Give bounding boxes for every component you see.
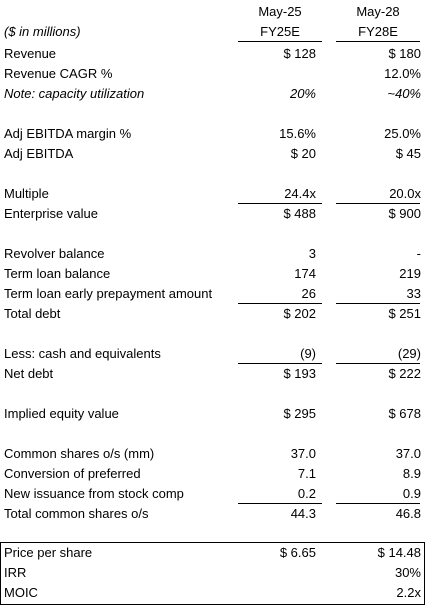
row-price-per-share: Price per share $ 6.65 $ 14.48 bbox=[0, 543, 425, 563]
fy25-value: $ 6.65 bbox=[279, 545, 316, 560]
row-adj-ebitda: Adj EBITDA $ 20 $ 45 bbox=[0, 144, 425, 164]
row-new-issuance: New issuance from stock comp 0.2 0.9 bbox=[0, 484, 425, 504]
fy25-value: $ 20 bbox=[290, 146, 316, 161]
fy25-value: 37.0 bbox=[290, 446, 316, 461]
fy25-value: $ 202 bbox=[283, 306, 316, 321]
issuance-underline-fy25 bbox=[238, 503, 322, 504]
row-label: MOIC bbox=[4, 585, 38, 600]
row-multiple: Multiple 24.4x 20.0x bbox=[0, 184, 425, 204]
row-revenue: Revenue $ 128 $ 180 bbox=[0, 44, 425, 64]
row-label: Adj EBITDA margin % bbox=[4, 126, 132, 141]
fy28-value: $ 222 bbox=[388, 366, 421, 381]
col1-header-underline bbox=[238, 41, 322, 42]
fy28-value: ~40% bbox=[387, 86, 421, 101]
fy28-value: (29) bbox=[397, 346, 421, 361]
fy28-value: 0.9 bbox=[402, 486, 421, 501]
row-capacity-note: Note: capacity utilization 20% ~40% bbox=[0, 84, 425, 104]
fy28-value: $ 180 bbox=[388, 46, 421, 61]
row-label: Net debt bbox=[4, 366, 54, 381]
multiple-underline-fy28 bbox=[336, 203, 420, 204]
row-label: Total common shares o/s bbox=[4, 506, 149, 521]
cash-underline-fy25 bbox=[238, 363, 322, 364]
row-label: Implied equity value bbox=[4, 406, 119, 421]
fy25-value: 174 bbox=[294, 266, 316, 281]
col1-label: FY25E bbox=[260, 24, 300, 39]
fy25-value: $ 295 bbox=[283, 406, 316, 421]
fy28-value: $ 251 bbox=[388, 306, 421, 321]
fy28-value: - bbox=[416, 246, 421, 261]
row-label: Revenue bbox=[4, 46, 57, 61]
row-label: Term loan early prepayment amount bbox=[4, 286, 213, 301]
fy25-value: $ 193 bbox=[283, 366, 316, 381]
col2-label: FY28E bbox=[358, 24, 398, 39]
row-label: Enterprise value bbox=[4, 206, 98, 221]
header-row-labels: ($ in millions) FY25E FY28E bbox=[0, 22, 425, 42]
fy28-value: 2.2x bbox=[396, 585, 421, 600]
fy25-value: 26 bbox=[301, 286, 316, 301]
row-total-debt: Total debt $ 202 $ 251 bbox=[0, 304, 425, 324]
fy25-value: 7.1 bbox=[297, 466, 316, 481]
row-label: Conversion of preferred bbox=[4, 466, 141, 481]
row-enterprise-value: Enterprise value $ 488 $ 900 bbox=[0, 204, 425, 224]
row-label: Note: capacity utilization bbox=[4, 86, 145, 101]
row-label: Revolver balance bbox=[4, 246, 105, 261]
fy28-value: 219 bbox=[399, 266, 421, 281]
row-term-loan: Term loan balance 174 219 bbox=[0, 264, 425, 284]
fy25-value: 44.3 bbox=[290, 506, 316, 521]
row-cash: Less: cash and equivalents (9) (29) bbox=[0, 344, 425, 364]
row-irr: IRR 30% bbox=[0, 563, 425, 583]
row-revolver: Revolver balance 3 - bbox=[0, 244, 425, 264]
row-label: Term loan balance bbox=[4, 266, 111, 281]
row-label: Common shares o/s (mm) bbox=[4, 446, 155, 461]
fy25-value: $ 488 bbox=[283, 206, 316, 221]
fy28-value: $ 678 bbox=[388, 406, 421, 421]
fy28-value: 33 bbox=[406, 286, 421, 301]
row-label: IRR bbox=[4, 565, 27, 580]
fy25-value: 20% bbox=[289, 86, 316, 101]
multiple-underline-fy25 bbox=[238, 203, 322, 204]
fy28-value: 12.0% bbox=[384, 66, 421, 81]
row-label: Revenue CAGR % bbox=[4, 66, 113, 81]
row-label: Total debt bbox=[4, 306, 61, 321]
row-label: Adj EBITDA bbox=[4, 146, 74, 161]
row-ebitda-margin: Adj EBITDA margin % 15.6% 25.0% bbox=[0, 124, 425, 144]
fy25-value: 0.2 bbox=[297, 486, 316, 501]
fy25-value: 3 bbox=[308, 246, 316, 261]
row-conversion-preferred: Conversion of preferred 7.1 8.9 bbox=[0, 464, 425, 484]
row-common-shares: Common shares o/s (mm) 37.0 37.0 bbox=[0, 444, 425, 464]
fy25-value: (9) bbox=[300, 346, 316, 361]
col2-date: May-28 bbox=[356, 4, 400, 19]
fy28-value: $ 900 bbox=[388, 206, 421, 221]
col2-header-underline bbox=[336, 41, 420, 42]
header-row-dates: May-25 May-28 bbox=[0, 2, 425, 22]
issuance-underline-fy28 bbox=[336, 503, 420, 504]
fy28-value: 30% bbox=[394, 565, 421, 580]
fy28-value: 8.9 bbox=[402, 466, 421, 481]
prepayment-underline-fy25 bbox=[238, 303, 322, 304]
row-label: Price per share bbox=[4, 545, 93, 560]
fy25-value: 24.4x bbox=[284, 186, 316, 201]
row-implied-equity: Implied equity value $ 295 $ 678 bbox=[0, 404, 425, 424]
col1-date: May-25 bbox=[258, 4, 302, 19]
row-total-shares: Total common shares o/s 44.3 46.8 bbox=[0, 504, 425, 524]
units-label: ($ in millions) bbox=[4, 24, 81, 39]
fy28-value: 46.8 bbox=[395, 506, 421, 521]
cash-underline-fy28 bbox=[336, 363, 420, 364]
fy28-value: $ 14.48 bbox=[377, 545, 421, 560]
row-revenue-cagr: Revenue CAGR % 12.0% bbox=[0, 64, 425, 84]
row-term-loan-prepayment: Term loan early prepayment amount 26 33 bbox=[0, 284, 425, 304]
row-label: New issuance from stock comp bbox=[4, 486, 184, 501]
row-label: Multiple bbox=[4, 186, 49, 201]
prepayment-underline-fy28 bbox=[336, 303, 420, 304]
row-label: Less: cash and equivalents bbox=[4, 346, 161, 361]
fy25-value: 15.6% bbox=[279, 126, 316, 141]
fy28-value: 37.0 bbox=[395, 446, 421, 461]
fy25-value: $ 128 bbox=[283, 46, 316, 61]
fy28-value: 25.0% bbox=[384, 126, 421, 141]
row-moic: MOIC 2.2x bbox=[0, 583, 425, 603]
fy28-value: $ 45 bbox=[395, 146, 421, 161]
row-net-debt: Net debt $ 193 $ 222 bbox=[0, 364, 425, 384]
fy28-value: 20.0x bbox=[389, 186, 421, 201]
